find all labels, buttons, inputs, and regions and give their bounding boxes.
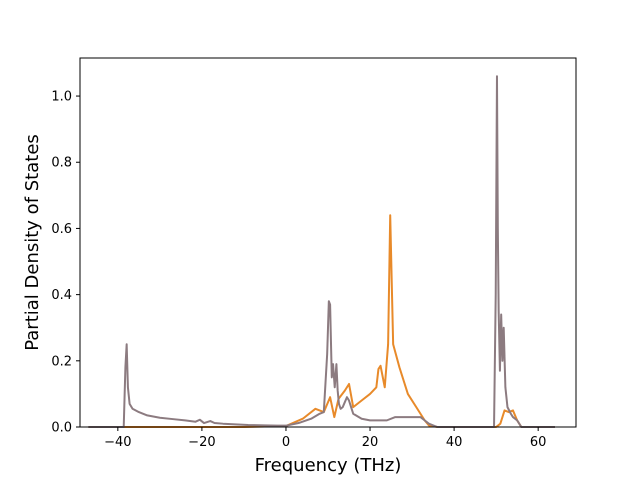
y-tick-label: 0.8 bbox=[51, 156, 72, 171]
x-tick-label: 40 bbox=[446, 435, 463, 450]
y-axis-label: Partial Density of States bbox=[22, 134, 43, 351]
y-tick-label: 0.2 bbox=[51, 354, 72, 369]
x-tick-label: 0 bbox=[282, 435, 290, 450]
x-axis-label: Frequency (THz) bbox=[255, 455, 402, 476]
y-tick-label: 0.4 bbox=[51, 288, 72, 303]
y-tick-label: 0.0 bbox=[51, 421, 72, 436]
y-tick-label: 1.0 bbox=[51, 90, 72, 105]
x-tick-label: −40 bbox=[104, 435, 131, 450]
x-tick-label: 20 bbox=[362, 435, 379, 450]
x-tick-label: 60 bbox=[530, 435, 547, 450]
series-line-1 bbox=[88, 214, 555, 428]
plot-frame bbox=[79, 57, 577, 428]
series-line-2 bbox=[88, 75, 555, 428]
tick-layer: −40 −20 0 20 40 60 0.0 0.2 0.4 0.6 0.8 1.0 bbox=[51, 90, 546, 450]
x-tick-label: −20 bbox=[188, 435, 215, 450]
series-layer bbox=[88, 75, 555, 428]
y-tick-label: 0.6 bbox=[51, 222, 72, 237]
